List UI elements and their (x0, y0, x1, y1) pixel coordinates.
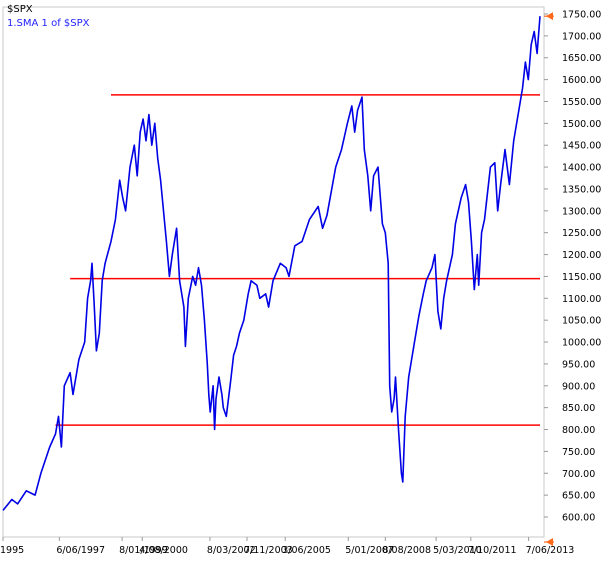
y-tick-label: 750.00 (562, 447, 595, 458)
y-tick-label: 1650.00 (562, 53, 601, 64)
y-tick-label: 1450.00 (562, 141, 601, 152)
x-tick-label: 6/06/1997 (56, 545, 105, 556)
y-tick-label: 850.00 (562, 403, 595, 414)
x-tick-label: 3/06/2005 (282, 545, 331, 556)
price-series-line (2, 16, 541, 511)
x-tick-label: 8/01/1999 (119, 545, 168, 556)
y-tick-label: 1050.00 (562, 316, 601, 327)
y-tick-label: 1100.00 (562, 294, 601, 305)
x-tick-label: 7/06/2013 (526, 545, 575, 556)
y-tick-label: 700.00 (562, 469, 595, 480)
y-tick-label: 1700.00 (562, 31, 601, 42)
y-tick-label: 1150.00 (562, 272, 601, 283)
bottom-marker-icon (546, 538, 553, 546)
y-tick-label: 900.00 (562, 381, 595, 392)
symbol-title: $SPX (7, 4, 33, 15)
y-tick-label: 1350.00 (562, 184, 601, 195)
y-tick-label: 1300.00 (562, 206, 601, 217)
y-tick-label: 1750.00 (562, 10, 601, 21)
x-tick-label: 8/08/2008 (382, 545, 431, 556)
y-tick-label: 1250.00 (562, 228, 601, 239)
x-tick-label: 8/03/2002 (207, 545, 256, 556)
x-tick-label: 7/11/2003 (244, 545, 293, 556)
y-tick-label: 1500.00 (562, 119, 601, 130)
y-tick-label: 1400.00 (562, 163, 601, 174)
series-legend: 1.SMA 1 of $SPX (7, 18, 90, 29)
y-tick-label: 1000.00 (562, 338, 601, 349)
x-tick-label: 5/03/2010 (433, 545, 482, 556)
x-tick-label: 4/08/2000 (139, 545, 188, 556)
x-tick-label: 7/10/2011 (468, 545, 517, 556)
y-tick-label: 950.00 (562, 359, 595, 370)
y-tick-label: 1600.00 (562, 75, 601, 86)
y-tick-label: 650.00 (562, 491, 595, 502)
y-tick-label: 1550.00 (562, 97, 601, 108)
y-tick-label: 600.00 (562, 513, 595, 524)
x-tick-label: 5/01/2007 (345, 545, 394, 556)
y-tick-label: 1200.00 (562, 250, 601, 261)
x-tick-label: 1995 (0, 545, 24, 556)
price-marker-icon (546, 12, 553, 21)
y-tick-label: 800.00 (562, 425, 595, 436)
plot-frame (2, 6, 545, 538)
